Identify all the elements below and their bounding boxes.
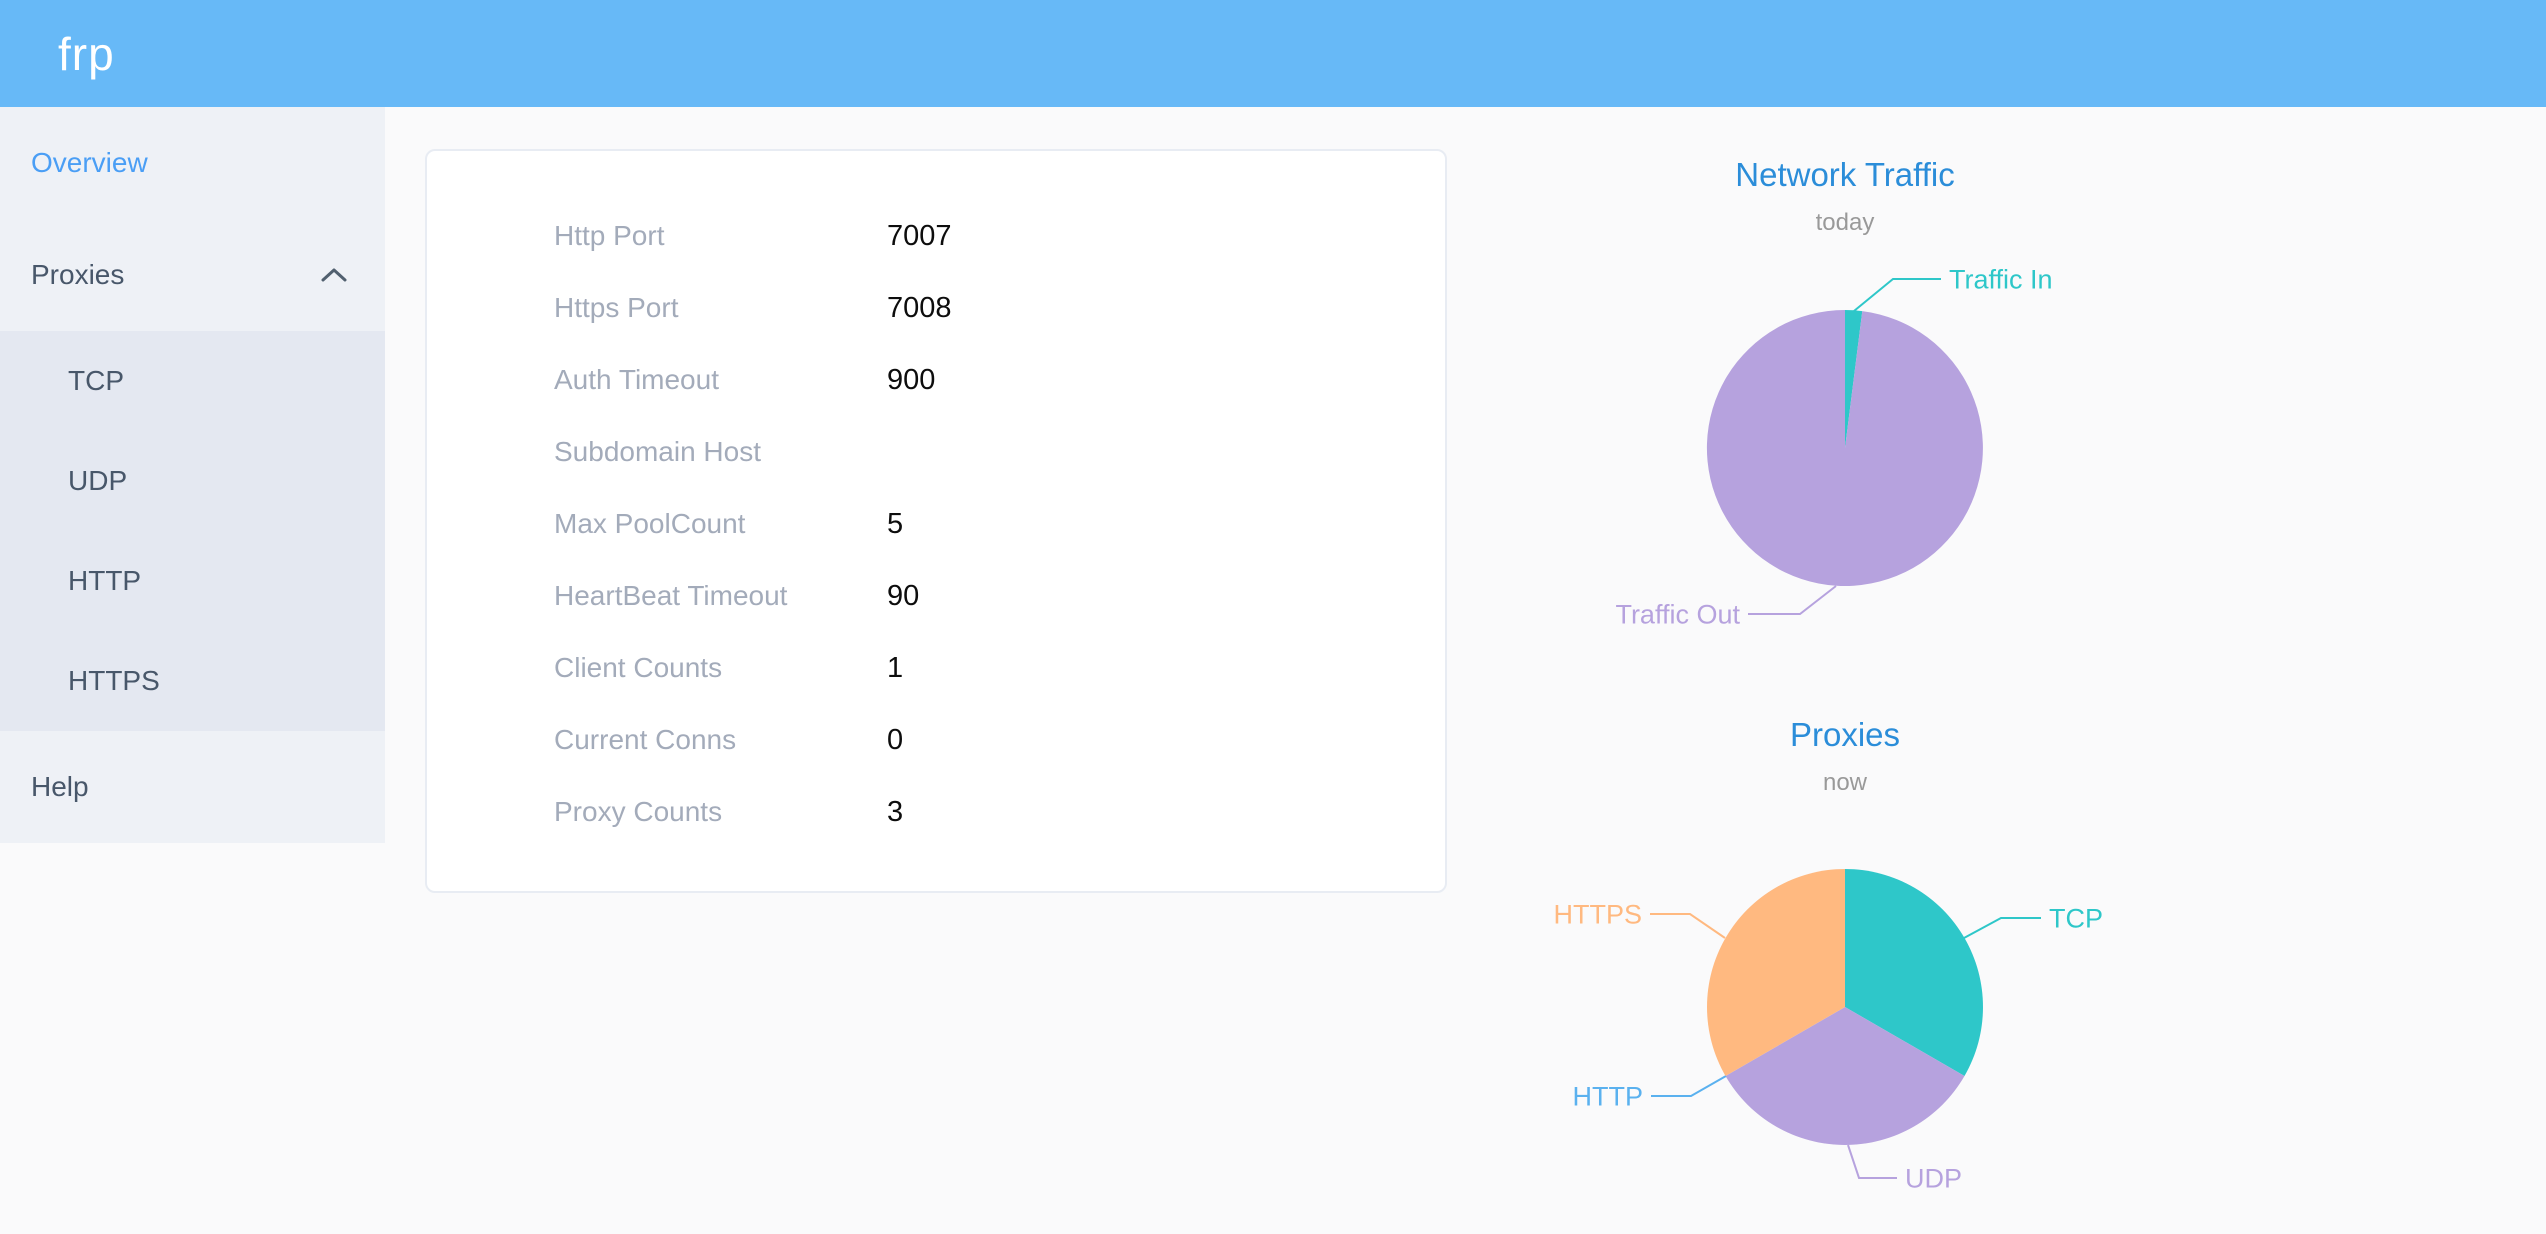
- chevron-up-icon: [321, 268, 347, 282]
- config-row: Proxy Counts 3: [554, 776, 1445, 848]
- pie-slice-traffic-out[interactable]: [1706, 309, 1983, 586]
- config-label: Client Counts: [554, 652, 723, 683]
- config-row: Client Counts 1: [554, 632, 1445, 704]
- proxies-pie-chart: TCP UDP HTTP HTTPS: [1553, 869, 2103, 1193]
- sidebar-item-proxies[interactable]: Proxies: [0, 219, 385, 331]
- sidebar-item-label: Overview: [31, 147, 148, 178]
- pie-label-line-https: [1650, 913, 1726, 939]
- pie-label-traffic-out: Traffic Out: [1615, 599, 1740, 629]
- sidebar-item-label: UDP: [68, 465, 128, 496]
- config-row: Auth Timeout 900: [554, 344, 1445, 416]
- sidebar-item-overview[interactable]: Overview: [0, 107, 385, 219]
- pie-slice-tcp[interactable]: [1845, 869, 1983, 1076]
- pie-label-line-traffic-out: [1748, 585, 1837, 615]
- sidebar: Overview Proxies TCP UDP HTTP HTTPS Help: [0, 107, 385, 843]
- sidebar-item-label: Proxies: [31, 259, 125, 290]
- sidebar-item-label: HTTPS: [68, 665, 160, 696]
- pie-label-traffic-in: Traffic In: [1949, 264, 2053, 294]
- network-traffic-pie-chart: Traffic In Traffic Out: [1615, 264, 2053, 629]
- pie-label-tcp: TCP: [2049, 903, 2103, 933]
- pie-label-line-http: [1651, 1075, 1727, 1097]
- proxies-submenu: TCP UDP HTTP HTTPS: [0, 331, 385, 731]
- sidebar-item-http[interactable]: HTTP: [0, 531, 385, 631]
- pie-slice-https[interactable]: [1707, 869, 1845, 1076]
- config-value: 90: [887, 579, 920, 612]
- pie-slice-traffic-in[interactable]: [1845, 310, 1863, 448]
- proxies-chart-subtitle: now: [1822, 769, 1868, 796]
- proxies-chart-title: Proxies: [1789, 716, 1901, 753]
- pie-label-udp: UDP: [1905, 1163, 1962, 1193]
- pie-label-line-traffic-in: [1853, 278, 1941, 312]
- sidebar-item-tcp[interactable]: TCP: [0, 331, 385, 431]
- pie-label-http: HTTP: [1573, 1081, 1644, 1111]
- config-label: Auth Timeout: [554, 364, 719, 395]
- config-row: Max PoolCount 5: [554, 488, 1445, 560]
- config-value: 1: [887, 651, 904, 684]
- config-label: Max PoolCount: [554, 508, 746, 539]
- config-row: Current Conns 0: [554, 704, 1445, 776]
- config-label: Subdomain Host: [554, 436, 762, 467]
- sidebar-item-label: HTTP: [68, 565, 142, 596]
- config-label: Https Port: [554, 292, 679, 323]
- sidebar-item-udp[interactable]: UDP: [0, 431, 385, 531]
- config-row: Http Port 7007: [554, 200, 1445, 272]
- config-value: 900: [887, 363, 936, 396]
- config-row: Subdomain Host: [554, 416, 1445, 488]
- config-value: 7007: [887, 219, 952, 252]
- network-traffic-title: Network Traffic: [1735, 156, 1955, 193]
- config-row: Https Port 7008: [554, 272, 1445, 344]
- sidebar-item-help[interactable]: Help: [0, 731, 385, 843]
- config-label: HeartBeat Timeout: [554, 580, 788, 611]
- config-label: Current Conns: [554, 724, 737, 755]
- pie-label-line-udp: [1847, 1144, 1897, 1179]
- app-header: frp: [0, 0, 2546, 107]
- pie-label-line-tcp: [1963, 917, 2041, 939]
- network-traffic-subtitle: today: [1815, 209, 1875, 236]
- app-logo: frp: [58, 27, 115, 80]
- config-row: HeartBeat Timeout 90: [554, 560, 1445, 632]
- pie-label-https: HTTPS: [1553, 899, 1642, 929]
- pie-slice-udp[interactable]: [1725, 1007, 1965, 1145]
- config-value: 5: [887, 507, 904, 540]
- config-label: Http Port: [554, 220, 665, 251]
- sidebar-item-label: TCP: [68, 365, 124, 396]
- sidebar-item-label: Help: [31, 771, 89, 802]
- server-config-card: Http Port 7007 Https Port 7008 Auth Time…: [425, 149, 1447, 893]
- config-label: Proxy Counts: [554, 796, 723, 827]
- sidebar-item-https[interactable]: HTTPS: [0, 631, 385, 731]
- config-value: 0: [887, 723, 904, 756]
- config-value: 7008: [887, 291, 952, 324]
- config-value: 3: [887, 795, 904, 828]
